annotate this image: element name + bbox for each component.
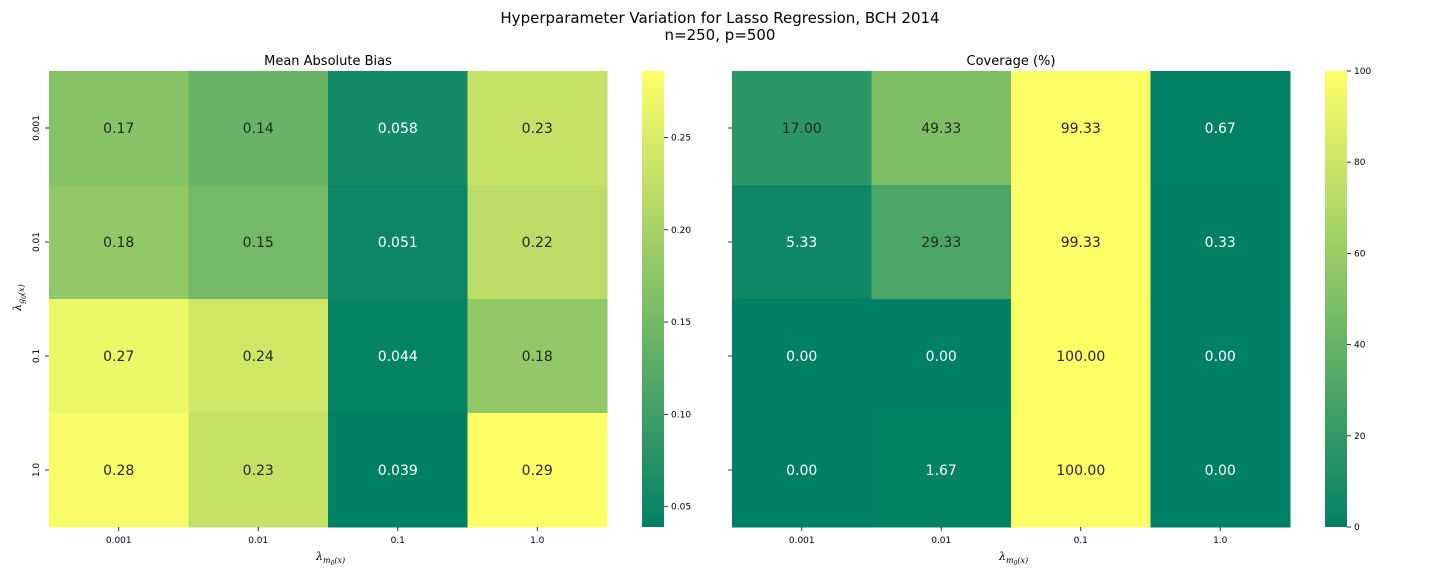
heatmap-cell [49,71,189,186]
heatmap-cell [467,185,608,300]
cell-label: 49.33 [921,121,961,137]
heatmap-cell [871,413,1012,528]
y-tick-label: 0.01 [32,232,42,252]
heatmap-cell [871,185,1012,300]
heatmap-cell [1150,413,1291,528]
cell-label: 0.00 [1205,463,1236,479]
x-tick-label: 0.001 [106,536,132,546]
cell-label: 29.33 [921,235,961,251]
colorbar-tick-label: 20 [1354,432,1366,442]
colorbar [642,71,664,527]
heatmap-cell [1150,71,1291,186]
heatmap-cell [467,413,608,528]
x-tick-label: 1.0 [530,536,545,546]
colorbar-tick-label: 0.15 [671,318,691,328]
heatmap-cell [328,299,468,414]
heatmap-cell [49,299,189,414]
colorbar-tick-label: 0.05 [671,503,691,513]
cell-label: 0.29 [522,463,553,479]
colorbar-tick-label: 40 [1354,341,1366,351]
colorbar [1325,71,1347,527]
heatmap-cell [1011,299,1151,414]
colorbar-tick-label: 60 [1354,249,1366,259]
cell-label: 17.00 [782,121,822,137]
heatmap-cell [328,413,468,528]
cell-label: 0.058 [378,121,418,137]
cell-label: 0.67 [1205,121,1236,137]
cell-label: 5.33 [786,235,817,251]
x-tick-label: 0.001 [789,536,815,546]
y-axis-label: λg0(x) [11,284,28,312]
cell-label: 0.051 [378,235,418,251]
cell-label: 100.00 [1056,349,1105,365]
cell-label: 0.23 [243,463,274,479]
cell-label: 100.00 [1056,463,1105,479]
heatmap-cell [188,71,329,186]
heatmap-cell [328,185,468,300]
x-tick-label: 0.1 [391,536,405,546]
heatmap-cell [732,185,872,300]
heatmap-cell [732,413,872,528]
cell-label: 99.33 [1061,235,1101,251]
cell-label: 0.17 [103,121,134,137]
heatmap-cell [49,413,189,528]
colorbar-tick-label: 100 [1354,67,1371,77]
panel-title: Mean Absolute Bias [264,54,392,69]
figure-title: Hyperparameter Variation for Lasso Regre… [500,9,940,27]
heatmap-cell [871,299,1012,414]
x-tick-label: 1.0 [1213,536,1228,546]
cell-label: 0.23 [522,121,553,137]
cell-label: 0.00 [1205,349,1236,365]
x-axis-label: λm0(x) [315,550,345,567]
y-tick-label: 0.001 [32,115,42,141]
heatmap-cell [188,299,329,414]
heatmap-cell [732,299,872,414]
cell-label: 0.28 [103,463,134,479]
colorbar-tick-label: 0.10 [671,410,691,420]
x-axis-label: λm0(x) [998,550,1028,567]
heatmap-cell [328,71,468,186]
heatmap-cell [49,185,189,300]
heatmap-panel-1: Mean Absolute Bias 0.17 0.14 0.058 0.23 0.18 0… [11,54,691,567]
cell-label: 0.044 [378,349,418,365]
y-tick-label: 0.1 [32,349,42,363]
heatmap-cell [467,299,608,414]
cell-label: 0.00 [926,349,957,365]
cell-label: 0.00 [786,349,817,365]
heatmap-cell [1150,185,1291,300]
cell-label: 0.27 [103,349,134,365]
heatmap-cell [871,71,1012,186]
heatmap-panel-2: Coverage (%) 17.00 49.33 99.33 0.67 5.33 29.33… [728,54,1371,567]
cell-label: 0.14 [243,121,274,137]
panel-title: Coverage (%) [967,54,1056,69]
colorbar-tick-label: 0 [1354,523,1360,533]
heatmap-cell [188,185,329,300]
heatmap-cell [732,71,872,186]
cell-label: 0.24 [243,349,274,365]
heatmap-cell [467,71,608,186]
heatmap-cell [1011,185,1151,300]
heatmap-cell [1011,413,1151,528]
heatmap-cell [1011,71,1151,186]
cell-label: 0.22 [522,235,553,251]
cell-label: 0.039 [378,463,418,479]
cell-label: 0.18 [103,235,134,251]
cell-label: 0.18 [522,349,553,365]
x-tick-label: 0.01 [931,536,951,546]
colorbar-tick-label: 0.20 [671,226,691,236]
cell-label: 0.33 [1205,235,1236,251]
cell-label: 0.15 [243,235,274,251]
heatmap-cell [188,413,329,528]
x-tick-label: 0.01 [248,536,268,546]
heatmap-cell [1150,299,1291,414]
y-tick-label: 1.0 [32,463,42,478]
cell-label: 99.33 [1061,121,1101,137]
cell-label: 1.67 [926,463,957,479]
figure-subtitle: n=250, p=500 [664,26,776,44]
colorbar-tick-label: 80 [1354,158,1366,168]
colorbar-tick-label: 0.25 [671,133,691,143]
cell-label: 0.00 [786,463,817,479]
x-tick-label: 0.1 [1074,536,1088,546]
